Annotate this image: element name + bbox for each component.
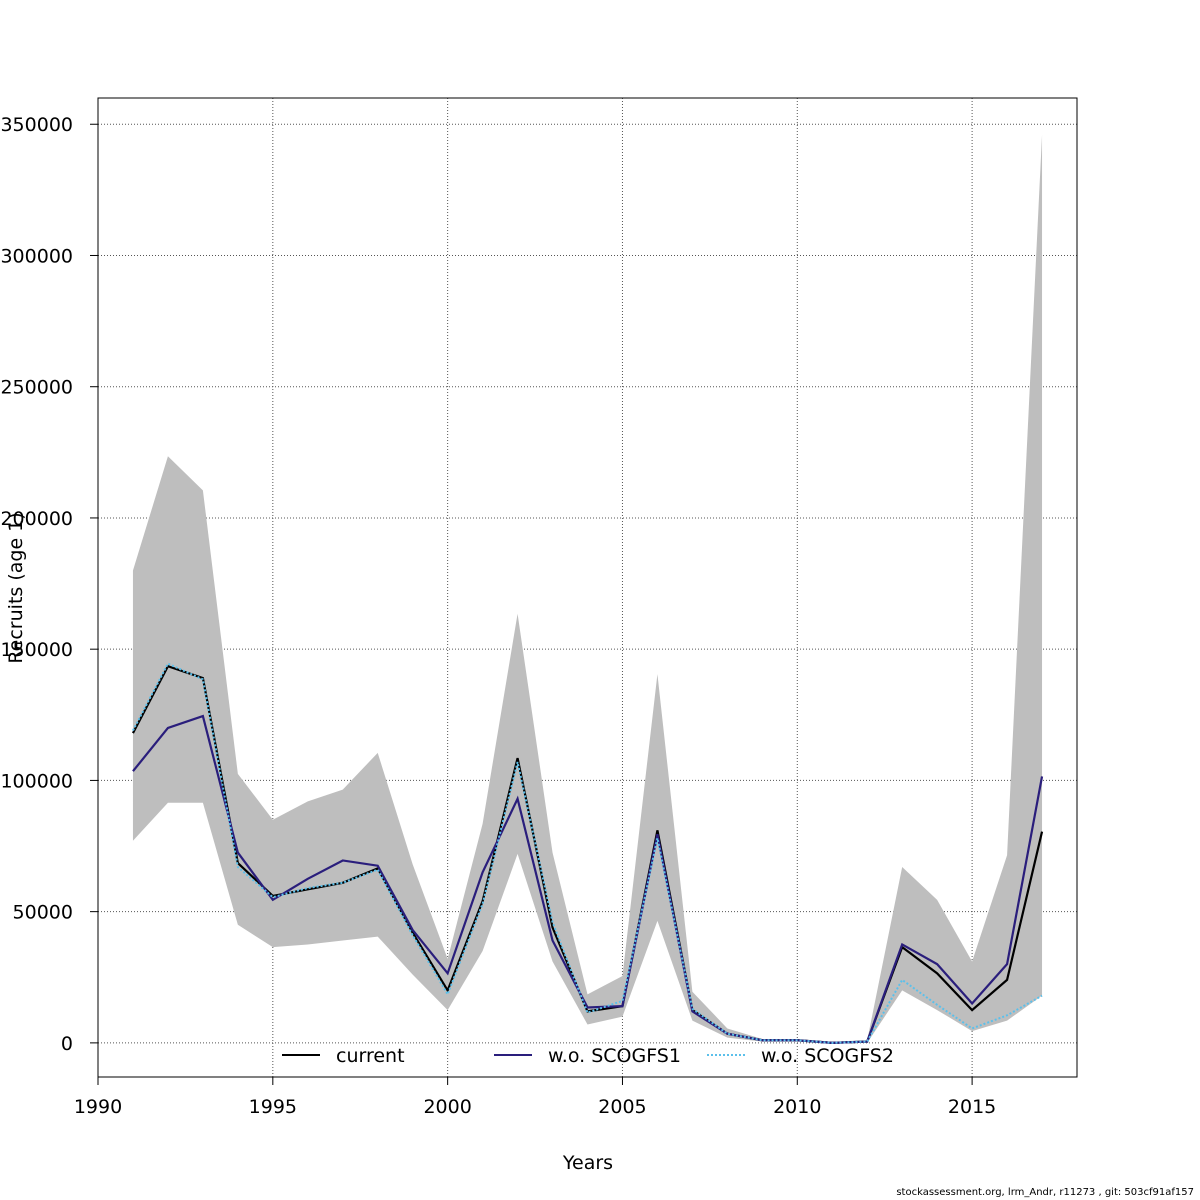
axes: 1990 1995 2000 2005 2010 2015 0 50000 100000 1500… bbox=[0, 114, 996, 1118]
y-tick-label: 350000 bbox=[0, 114, 73, 136]
legend: current w.o. SCOGFS1 w.o. SCOGFS2 bbox=[282, 1045, 894, 1067]
y-tick-label: 150000 bbox=[0, 639, 73, 661]
x-tick-label: 1990 bbox=[74, 1096, 122, 1118]
confidence-band bbox=[132, 134, 1043, 1043]
x-axis-label: Years bbox=[562, 1152, 613, 1174]
legend-label: w.o. SCOGFS2 bbox=[761, 1045, 894, 1067]
x-tick-label: 2015 bbox=[948, 1096, 996, 1118]
series-line-1 bbox=[132, 714, 1044, 1044]
confidence-band-layer bbox=[132, 134, 1043, 1043]
grid-lines bbox=[97, 98, 1077, 1077]
y-tick-label: 300000 bbox=[0, 245, 73, 267]
legend-label: w.o. SCOGFS1 bbox=[548, 1045, 681, 1067]
y-tick-label: 250000 bbox=[0, 377, 73, 399]
y-axis-label: Recruits (age 1) bbox=[5, 512, 27, 663]
x-tick-label: 2000 bbox=[423, 1096, 471, 1118]
x-tick-label: 2010 bbox=[773, 1096, 821, 1118]
y-tick-label: 200000 bbox=[0, 508, 73, 530]
footer-credit: stockassessment.org, lrm_Andr, r11273 , … bbox=[896, 1187, 1194, 1198]
legend-label: current bbox=[336, 1045, 405, 1067]
y-tick-label: 100000 bbox=[0, 770, 73, 792]
y-tick-label: 0 bbox=[61, 1033, 73, 1055]
y-tick-label: 50000 bbox=[13, 902, 73, 924]
series-lines-layer bbox=[131, 662, 1044, 1044]
x-tick-label: 2005 bbox=[598, 1096, 646, 1118]
x-tick-label: 1995 bbox=[249, 1096, 297, 1118]
